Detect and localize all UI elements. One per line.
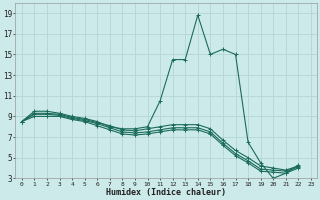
X-axis label: Humidex (Indice chaleur): Humidex (Indice chaleur) xyxy=(106,188,226,197)
